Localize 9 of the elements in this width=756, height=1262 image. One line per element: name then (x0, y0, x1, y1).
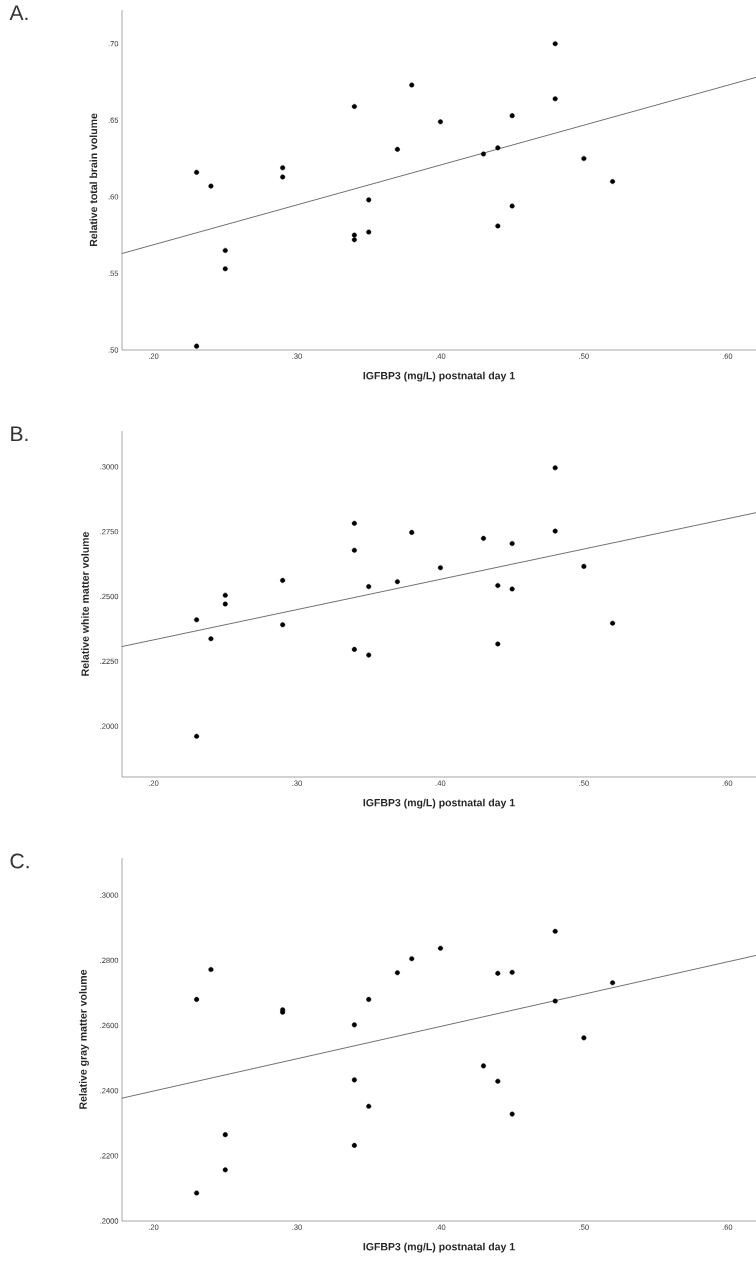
y-axis-title: Relative gray matter volume (79, 969, 89, 1109)
x-axis-title: IGFBP3 (mg/L) postnatal day 1 (363, 798, 515, 809)
y-axis-title: Relative total brain volume (89, 113, 98, 247)
y-axis-title: Relative white matter volume (81, 532, 89, 676)
chart-title: B. (11, 426, 28, 441)
x-axis-title: IGFBP3 (mg/L) postnatal day 1 (363, 1242, 515, 1253)
chart-title: A. (9, 5, 28, 20)
chart-title: C. (10, 853, 29, 869)
x-axis-title: IGFBP3 (mg/L) postnatal day 1 (363, 371, 515, 382)
